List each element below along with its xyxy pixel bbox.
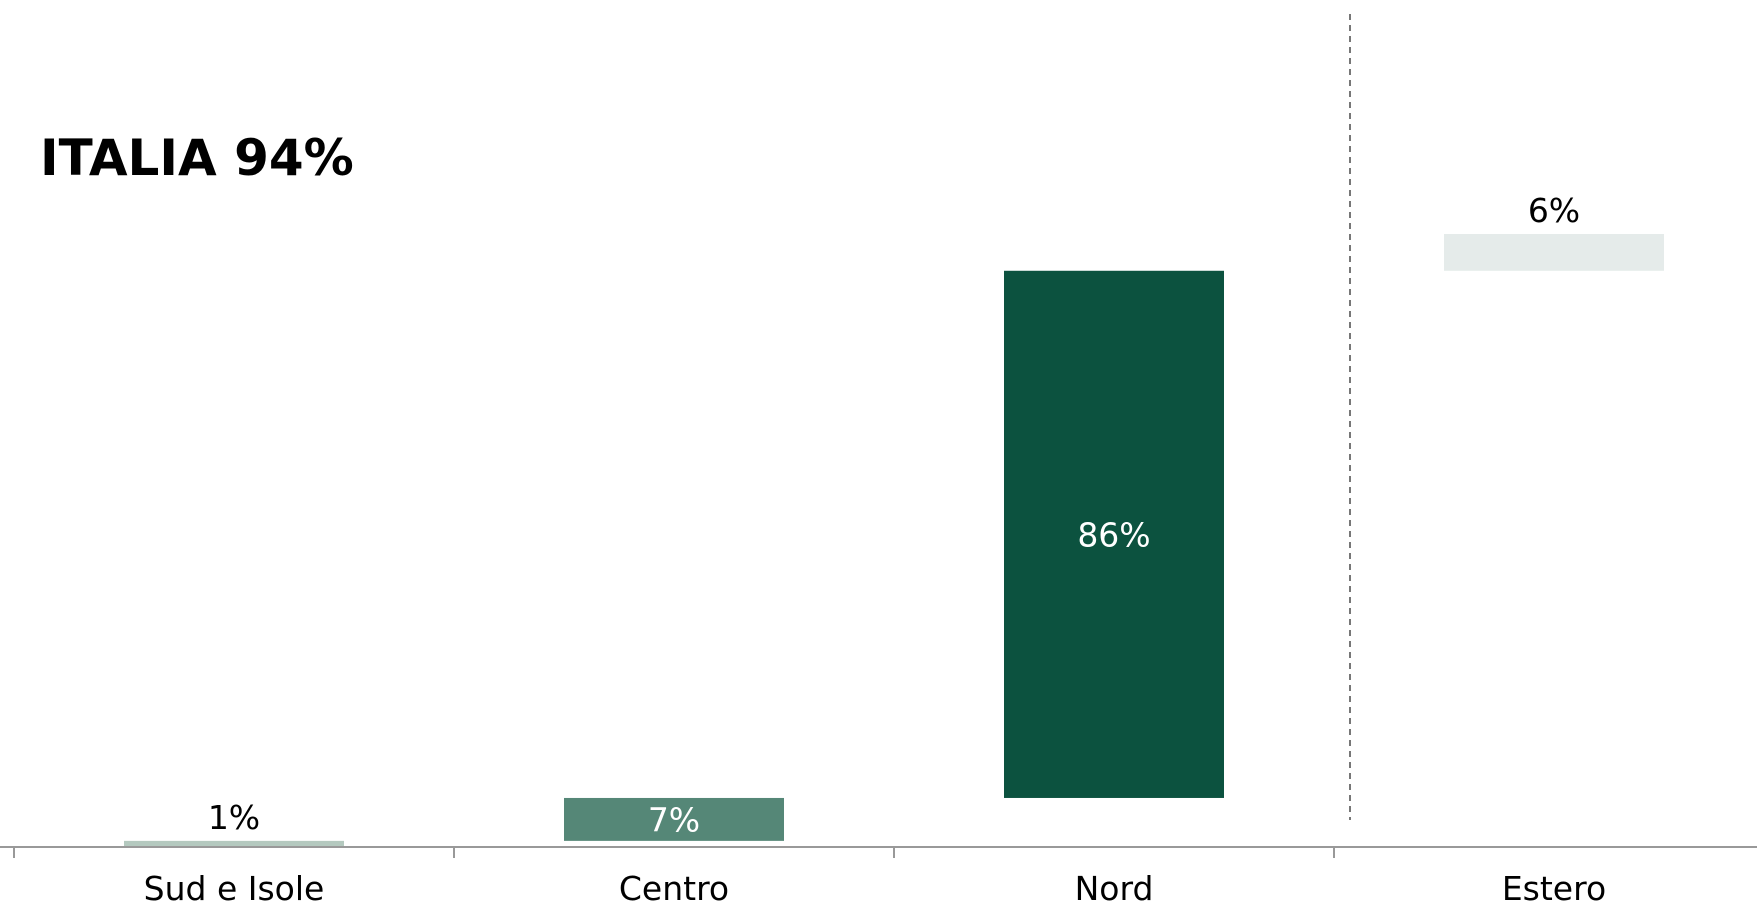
value-label: 7%: [648, 800, 700, 839]
category-label: Centro: [619, 869, 729, 905]
bar-sud-e-isole: [124, 840, 344, 847]
bar-centro: [564, 797, 784, 841]
bar-nord: [1004, 270, 1224, 798]
category-label: Estero: [1502, 869, 1606, 905]
value-label: 6%: [1528, 191, 1580, 230]
category-label: Sud e Isole: [144, 869, 325, 905]
chart-title: ITALIA 94%: [40, 129, 354, 187]
value-label: 86%: [1077, 515, 1150, 554]
bar-estero: [1444, 234, 1664, 271]
category-label: Nord: [1075, 869, 1154, 905]
value-label: 1%: [208, 798, 260, 837]
